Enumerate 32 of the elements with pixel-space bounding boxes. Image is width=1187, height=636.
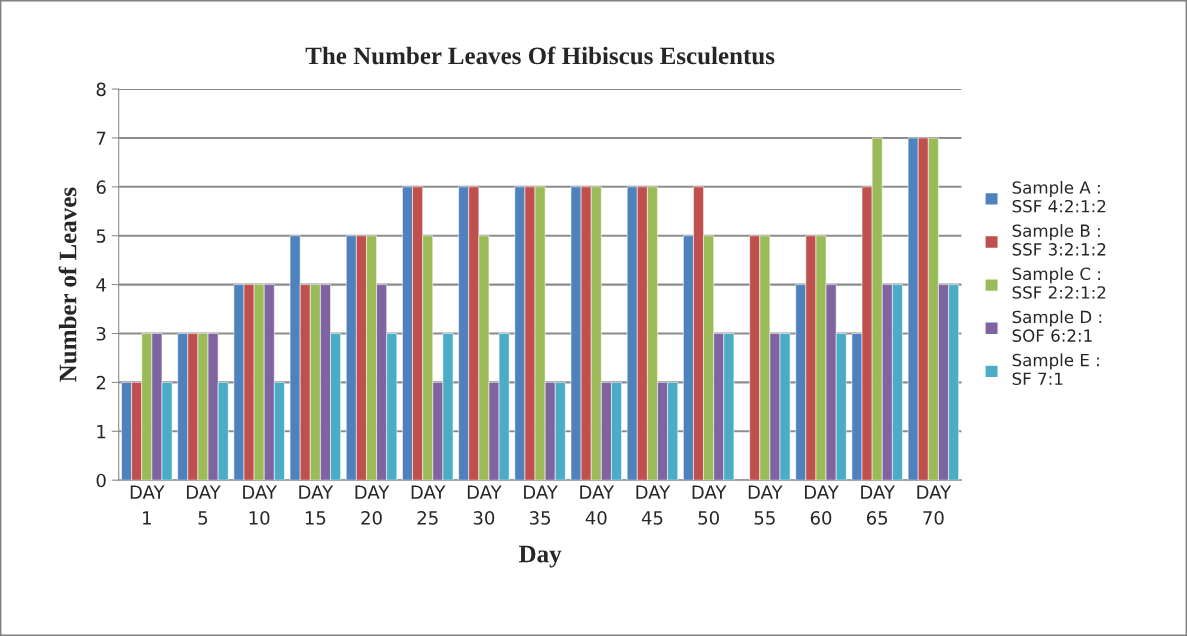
- chart-title: The Number Leaves Of Hibiscus Esculentus: [305, 46, 775, 65]
- y-tick-label: 0: [96, 473, 106, 488]
- y-axis-title: Number of Leaves: [58, 187, 77, 382]
- x-tick-label: DAY 30: [467, 485, 502, 525]
- x-tick-label: DAY 10: [243, 485, 277, 525]
- y-tick-label: 4: [96, 278, 106, 292]
- y-tick-label: 5: [96, 229, 106, 243]
- legend-label: Sample E : SF 7:1: [1012, 353, 1099, 386]
- x-tick-label: DAY 45: [636, 485, 671, 525]
- x-tick-label: DAY 50: [692, 485, 727, 525]
- y-tick-label: 1: [97, 424, 106, 439]
- legend-label: Sample A : SSF 4:2:1:2: [1012, 180, 1106, 213]
- x-tick-label: DAY 65: [861, 485, 896, 525]
- x-tick-label: DAY 70: [917, 485, 952, 525]
- legend-label: Sample D : SOF 6:2:1: [1012, 310, 1102, 342]
- x-tick-label: DAY 25: [411, 485, 446, 525]
- x-tick-label: DAY 40: [580, 485, 615, 525]
- y-tick-label: 7: [96, 131, 106, 145]
- x-tick-label: DAY 55: [748, 485, 783, 525]
- y-tick-label: 6: [96, 180, 106, 194]
- legend-label: Sample B : SSF 3:2:1:2: [1012, 224, 1106, 256]
- x-tick-label: DAY 1: [130, 485, 165, 525]
- x-tick-label: DAY 15: [299, 485, 334, 525]
- x-axis-title: Day: [519, 545, 562, 568]
- legend-label: Sample C : SSF 2:2:1:2: [1012, 267, 1106, 299]
- x-tick-label: DAY 5: [186, 485, 221, 525]
- y-tick-label: 8: [96, 82, 106, 97]
- x-tick-label: DAY 20: [355, 485, 390, 525]
- x-tick-label: DAY 60: [805, 485, 839, 525]
- y-tick-label: 2: [96, 375, 106, 390]
- x-tick-label: DAY 35: [524, 485, 558, 525]
- y-tick-label: 3: [96, 326, 106, 341]
